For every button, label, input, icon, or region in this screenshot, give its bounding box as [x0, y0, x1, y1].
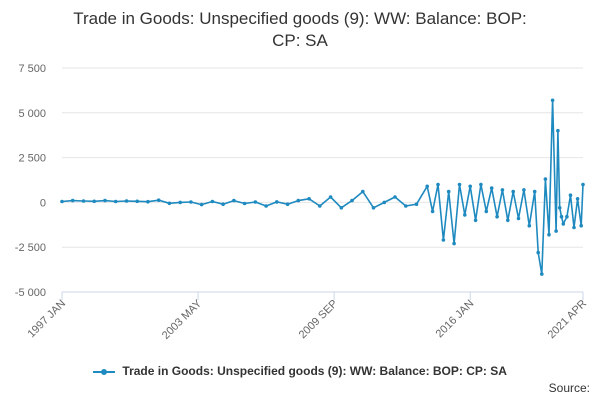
x-tick-label: 2009 SEP [297, 298, 341, 342]
legend-label: Trade in Goods: Unspecified goods (9): W… [122, 364, 507, 378]
chart-title-line-2: CP: SA [272, 31, 328, 50]
data-point[interactable] [296, 198, 301, 203]
data-point[interactable] [506, 218, 510, 223]
data-point[interactable] [167, 201, 172, 206]
data-point[interactable] [565, 214, 569, 219]
data-point[interactable] [404, 204, 408, 208]
data-point[interactable] [572, 225, 576, 230]
data-point[interactable] [285, 202, 290, 206]
data-point[interactable] [550, 98, 555, 103]
y-tick-label: 2 500 [18, 153, 46, 165]
data-point[interactable] [452, 241, 456, 246]
data-point[interactable] [554, 229, 558, 233]
series-line [61, 99, 584, 275]
data-point[interactable] [543, 177, 548, 181]
data-point[interactable] [371, 206, 376, 210]
y-tick-label: 5 000 [18, 108, 46, 120]
data-point[interactable] [124, 199, 129, 203]
data-point[interactable] [441, 238, 446, 242]
chart-title: Trade in Goods: Unspecified goods (9): W… [0, 8, 600, 52]
data-point[interactable] [489, 186, 494, 190]
data-point[interactable] [339, 206, 344, 210]
data-point[interactable] [463, 213, 467, 217]
data-point[interactable] [264, 204, 268, 208]
data-point[interactable] [393, 195, 397, 199]
data-point[interactable] [446, 189, 451, 194]
data-point[interactable] [328, 195, 333, 199]
data-point[interactable] [457, 182, 462, 187]
data-point[interactable] [473, 218, 478, 223]
x-tick-label: 2016 JAN [434, 298, 477, 341]
data-point[interactable] [350, 198, 354, 203]
data-point[interactable] [92, 199, 96, 204]
data-point[interactable] [500, 188, 505, 192]
data-point[interactable] [479, 182, 483, 187]
plot-area [60, 98, 585, 276]
data-point[interactable] [561, 222, 566, 226]
data-point[interactable] [568, 193, 573, 197]
data-point[interactable] [113, 199, 118, 204]
data-point[interactable] [557, 206, 562, 210]
grid-lines [62, 67, 583, 293]
y-tick-label: 7 500 [18, 63, 46, 75]
data-point[interactable] [210, 199, 215, 204]
data-point[interactable] [60, 199, 64, 204]
data-point[interactable] [81, 199, 86, 203]
data-point[interactable] [178, 200, 182, 205]
x-tick-label: 2021 APR [546, 298, 590, 342]
x-tick-label: 2003 MAY [160, 297, 205, 342]
data-point[interactable] [581, 182, 585, 187]
data-point[interactable] [103, 198, 107, 203]
data-point[interactable] [189, 200, 193, 204]
data-point[interactable] [527, 223, 532, 228]
data-point[interactable] [382, 200, 387, 205]
source-label: Source: [548, 381, 590, 395]
data-point[interactable] [540, 272, 544, 276]
data-point[interactable] [414, 202, 419, 206]
data-point[interactable] [559, 214, 564, 219]
data-point[interactable] [232, 198, 236, 203]
data-point[interactable] [425, 184, 430, 189]
legend[interactable]: Trade in Goods: Unspecified goods (9): W… [0, 364, 600, 378]
data-point[interactable] [253, 200, 258, 204]
data-point[interactable] [516, 216, 521, 221]
legend-swatch [93, 367, 116, 377]
data-point[interactable] [146, 199, 150, 204]
chart-title-line-1: Trade in Goods: Unspecified goods (9): W… [73, 9, 527, 28]
data-point[interactable] [361, 189, 365, 194]
data-point[interactable] [495, 214, 499, 219]
data-point[interactable] [484, 209, 489, 214]
data-point[interactable] [156, 198, 161, 202]
data-point[interactable] [436, 182, 440, 187]
y-tick-label: 0 [40, 197, 46, 209]
data-point[interactable] [199, 202, 204, 207]
data-point[interactable] [242, 201, 247, 206]
data-point[interactable] [511, 189, 515, 194]
data-point[interactable] [547, 232, 551, 237]
data-point[interactable] [579, 223, 583, 228]
y-tick-label: -5 000 [15, 287, 46, 299]
x-axis: 1997 JAN 2003 MAY 2009 SEP 2016 JAN 2021 APR [25, 291, 590, 342]
data-point[interactable] [468, 184, 473, 189]
data-point[interactable] [556, 128, 560, 133]
data-point[interactable] [536, 250, 540, 255]
data-point[interactable] [135, 199, 139, 204]
data-point[interactable] [70, 198, 75, 203]
data-point[interactable] [575, 197, 580, 201]
data-point[interactable] [532, 189, 537, 194]
data-point[interactable] [522, 188, 526, 192]
data-point[interactable] [275, 200, 279, 204]
x-tick-label: 1997 JAN [25, 298, 68, 341]
data-point[interactable] [318, 204, 322, 208]
y-tick-label: -2 500 [15, 242, 46, 254]
y-axis: 7 500 5 000 2 500 0 -2 500 -5 000 [15, 63, 46, 299]
data-point[interactable] [430, 209, 435, 214]
data-point[interactable] [307, 197, 311, 201]
data-point[interactable] [221, 202, 225, 206]
